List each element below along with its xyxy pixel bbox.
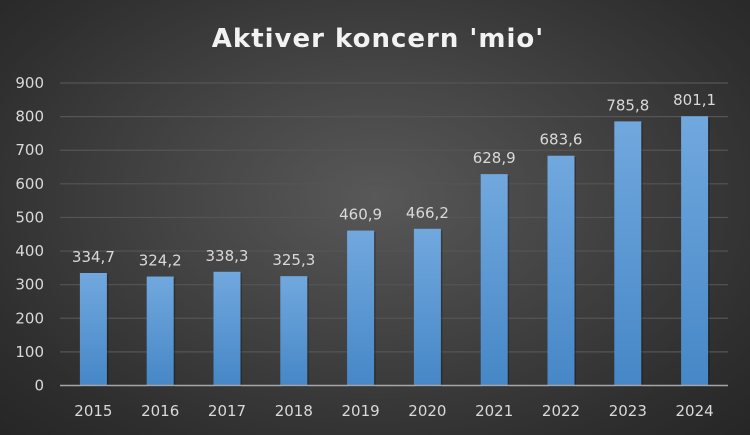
x-tick-label: 2021 (475, 402, 513, 420)
y-tick-label: 100 (15, 343, 44, 361)
x-tick-label: 2019 (342, 402, 380, 420)
data-label: 466,2 (406, 204, 449, 222)
bar-2018 (280, 276, 308, 386)
data-label: 683,6 (540, 131, 583, 149)
x-tick-label: 2023 (609, 402, 647, 420)
bar-2022 (547, 155, 575, 386)
x-tick-label: 2015 (74, 402, 112, 420)
chart-title: Aktiver koncern 'mio' (212, 24, 544, 54)
x-tick-label: 2018 (275, 402, 313, 420)
data-label: 460,9 (339, 206, 382, 224)
y-tick-label: 400 (15, 242, 44, 260)
x-tick-label: 2022 (542, 402, 580, 420)
y-tick-label: 700 (15, 141, 44, 159)
bar-2019 (347, 230, 375, 386)
y-tick-label: 900 (15, 74, 44, 92)
x-tick-label: 2016 (141, 402, 179, 420)
data-label: 338,3 (206, 247, 249, 265)
bar-2016 (146, 276, 174, 386)
data-label: 324,2 (139, 252, 182, 270)
y-tick-label: 300 (15, 276, 44, 294)
data-label: 325,3 (272, 251, 315, 269)
y-tick-label: 0 (34, 377, 44, 395)
y-tick-label: 200 (15, 309, 44, 327)
y-tick-label: 500 (15, 208, 44, 226)
bar-2015 (79, 273, 107, 386)
bar-2024 (681, 116, 709, 386)
x-tick-label: 2020 (408, 402, 446, 420)
bar-2021 (480, 174, 508, 386)
data-label: 785,8 (606, 96, 649, 114)
data-label: 334,7 (72, 248, 115, 266)
bar-2017 (213, 271, 241, 386)
x-tick-label: 2017 (208, 402, 246, 420)
x-tick-label: 2024 (676, 402, 714, 420)
data-label: 628,9 (473, 149, 516, 167)
bar-2023 (614, 121, 642, 386)
bar-2020 (413, 228, 441, 386)
data-label: 801,1 (673, 91, 716, 109)
y-tick-label: 600 (15, 175, 44, 193)
y-tick-label: 800 (15, 108, 44, 126)
